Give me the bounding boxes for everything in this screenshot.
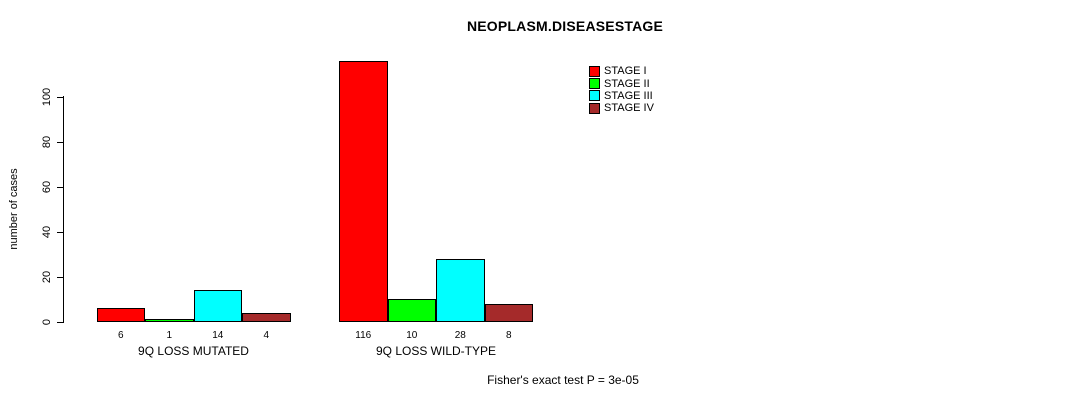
bar-value-label: 10 (406, 330, 418, 341)
y-axis-title-text: number of cases (8, 168, 20, 250)
legend-color-swatch (589, 65, 600, 77)
y-axis-tick (57, 186, 63, 188)
chart-title: NEOPLASM.DISEASESTAGE (466, 18, 664, 34)
x-axis-group-label: 9Q LOSS MUTATED (138, 344, 249, 358)
legend: STAGE I STAGE II STAGE III STAGE IV (589, 65, 654, 115)
legend-item: STAGE II (589, 77, 654, 90)
bar-value-label: 14 (212, 330, 224, 341)
legend-item-label: STAGE II (604, 77, 650, 90)
bar-value-label: 28 (454, 330, 466, 341)
legend-item-label: STAGE I (604, 65, 647, 78)
x-axis-group-label: 9Q LOSS WILD-TYPE (375, 344, 497, 358)
legend-color-swatch (589, 90, 600, 102)
bar-stage-iv (484, 303, 533, 322)
legend-color-swatch (589, 78, 600, 90)
bar-stage-i (339, 60, 388, 322)
bar-value-label: 4 (263, 330, 270, 341)
bar-stage-iv (242, 312, 291, 322)
legend-item: STAGE I (589, 65, 654, 77)
y-axis-tick-label-text: 60 (41, 180, 53, 193)
legend-color-swatch (589, 102, 600, 114)
legend-item-label: STAGE III (604, 89, 653, 102)
bar-value-label: 8 (505, 330, 512, 341)
y-axis-tick-label-text: 80 (41, 135, 53, 148)
y-axis-line (63, 96, 64, 323)
bar-value-label: 6 (117, 330, 124, 341)
bar-stage-iii (193, 290, 242, 322)
y-axis-tick-label-text: 100 (41, 87, 53, 106)
y-axis-tick-label-text: 40 (41, 225, 53, 238)
bar-stage-i (96, 308, 145, 322)
y-axis-tick (57, 141, 63, 143)
bar-value-label: 116 (355, 330, 372, 341)
bar-stage-ii (145, 319, 194, 322)
y-axis-tick-label-text: 20 (41, 270, 53, 283)
y-axis-tick (57, 321, 63, 323)
legend-item: STAGE III (589, 90, 654, 102)
y-axis-tick (57, 96, 63, 98)
bar-value-label: 1 (166, 330, 173, 341)
legend-item: STAGE IV (589, 102, 654, 114)
y-axis-tick (57, 276, 63, 278)
pvalue-annotation: Fisher's exact test P = 3e-05 (487, 373, 639, 387)
bar-stage-iii (436, 258, 485, 322)
legend-item-label: STAGE IV (604, 102, 654, 115)
bar-stage-ii (387, 299, 436, 322)
y-axis-tick-label-text: 0 (41, 318, 53, 325)
y-axis-tick (57, 231, 63, 233)
